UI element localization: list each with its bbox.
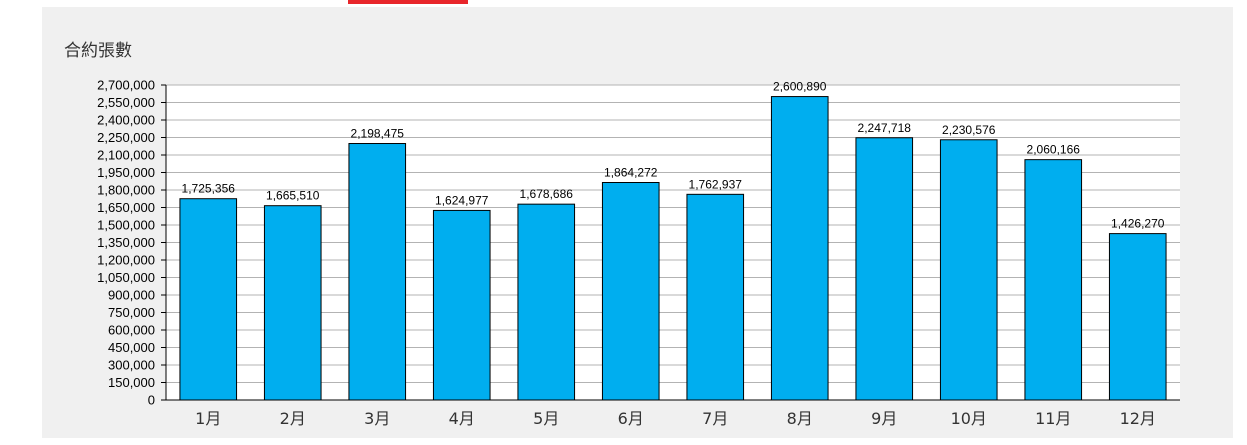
x-tick-label: 9月 bbox=[871, 409, 897, 428]
data-label: 1,624,977 bbox=[435, 193, 489, 207]
data-label: 1,678,686 bbox=[520, 187, 574, 201]
bar bbox=[855, 137, 914, 401]
bar bbox=[939, 139, 998, 401]
y-tick-label: 2,250,000 bbox=[97, 130, 155, 145]
y-tick-labels: 0 150,000 300,000 450,000 600,000 750,000 900,… bbox=[97, 78, 155, 408]
bar bbox=[432, 209, 491, 401]
x-tick-label: 11月 bbox=[1035, 409, 1071, 428]
x-tick-label: 5月 bbox=[533, 409, 559, 428]
data-label: 1,665,510 bbox=[266, 189, 320, 203]
y-tick-label: 1,950,000 bbox=[97, 165, 155, 180]
bar bbox=[770, 96, 829, 401]
bar bbox=[1024, 159, 1083, 401]
y-tick-label: 2,100,000 bbox=[97, 148, 155, 163]
data-label: 2,247,718 bbox=[858, 121, 912, 135]
y-tick-label: 600,000 bbox=[108, 323, 155, 338]
y-tick-label: 0 bbox=[148, 393, 155, 408]
y-tick-label: 1,650,000 bbox=[97, 200, 155, 215]
data-label: 2,230,576 bbox=[942, 123, 996, 137]
y-tick-label: 300,000 bbox=[108, 358, 155, 373]
y-tick-label: 2,700,000 bbox=[97, 78, 155, 93]
x-tick-label: 12月 bbox=[1120, 409, 1156, 428]
bar bbox=[263, 205, 322, 401]
data-labels: 1,725,356 1,665,510 2,198,475 1,624,977 1,67… bbox=[182, 80, 1165, 231]
bar bbox=[601, 182, 660, 401]
y-tick-label: 450,000 bbox=[108, 340, 155, 355]
data-label: 1,725,356 bbox=[182, 182, 236, 196]
data-label: 1,864,272 bbox=[604, 166, 658, 180]
y-tick-label: 1,050,000 bbox=[97, 270, 155, 285]
x-tick-label: 2月 bbox=[280, 409, 306, 428]
x-tick-label: 6月 bbox=[618, 409, 644, 428]
accent-line bbox=[348, 0, 468, 4]
y-tick-label: 750,000 bbox=[108, 305, 155, 320]
data-label: 1,426,270 bbox=[1111, 217, 1165, 231]
x-tick-label: 3月 bbox=[364, 409, 390, 428]
bars bbox=[179, 96, 1167, 401]
x-tick-labels: 1月 2月 3月 4月 5月 6月 7月 8月 9月 10月 11月 12月 bbox=[195, 409, 1156, 428]
y-tick-label: 1,500,000 bbox=[97, 218, 155, 233]
y-tick-label: 1,200,000 bbox=[97, 253, 155, 268]
y-tick-label: 2,400,000 bbox=[97, 113, 155, 128]
x-tick-label: 1月 bbox=[195, 409, 221, 428]
bar bbox=[179, 198, 238, 401]
data-label: 1,762,937 bbox=[689, 177, 743, 191]
data-label: 2,198,475 bbox=[351, 127, 405, 141]
bar bbox=[348, 143, 407, 401]
y-tick-label: 1,800,000 bbox=[97, 183, 155, 198]
y-tick-label: 1,350,000 bbox=[97, 235, 155, 250]
x-tick-label: 8月 bbox=[787, 409, 813, 428]
data-label: 2,060,166 bbox=[1027, 143, 1081, 157]
x-tick-label: 10月 bbox=[951, 409, 987, 428]
bar bbox=[517, 203, 576, 401]
gridlines bbox=[161, 84, 1180, 401]
bar bbox=[1108, 233, 1167, 401]
y-tick-label: 2,550,000 bbox=[97, 95, 155, 110]
bar bbox=[686, 193, 745, 401]
chart-title: 合約張數 bbox=[64, 41, 132, 61]
x-tick-label: 4月 bbox=[449, 409, 475, 428]
data-label: 2,600,890 bbox=[773, 80, 827, 94]
y-tick-label: 900,000 bbox=[108, 288, 155, 303]
x-tick-label: 7月 bbox=[702, 409, 728, 428]
y-tick-label: 150,000 bbox=[108, 375, 155, 390]
